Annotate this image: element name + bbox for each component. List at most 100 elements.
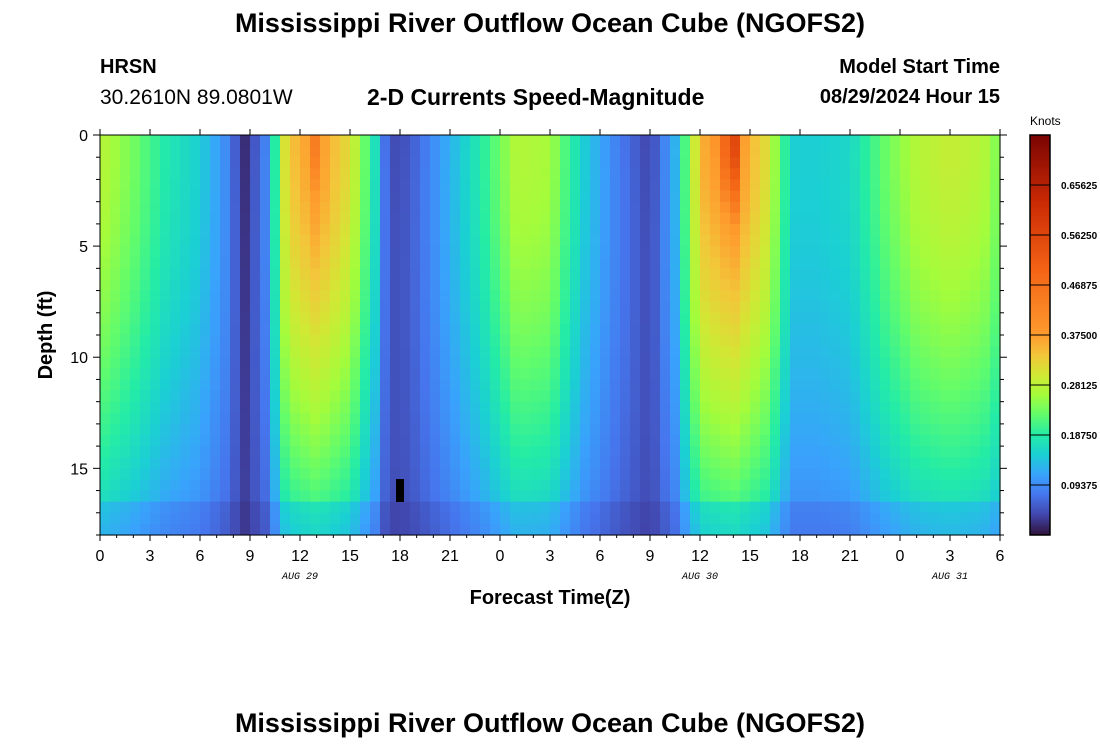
heatmap-cell — [300, 135, 311, 147]
heatmap-cell — [760, 357, 771, 369]
heatmap-cell — [950, 501, 961, 514]
heatmap-cell — [180, 157, 191, 169]
heatmap-cell — [870, 501, 881, 514]
heatmap-cell — [230, 346, 241, 358]
heatmap-cell — [530, 412, 541, 425]
heatmap-cell — [500, 223, 511, 236]
heatmap-cell — [280, 457, 291, 469]
heatmap-cell — [180, 368, 191, 381]
heatmap-cell — [670, 523, 681, 536]
heatmap-cell — [140, 468, 151, 481]
heatmap-cell — [340, 168, 351, 181]
heatmap-cell — [350, 490, 361, 503]
heatmap-cell — [170, 379, 181, 392]
heatmap-cell — [660, 223, 671, 236]
heatmap-cell — [530, 501, 541, 514]
heatmap-cell — [400, 268, 411, 281]
heatmap-cell — [940, 223, 951, 236]
heatmap-cell — [120, 346, 131, 358]
heatmap-cell — [770, 357, 781, 369]
heatmap-cell — [990, 146, 1001, 158]
heatmap-cell — [150, 490, 161, 503]
heatmap-cell — [430, 412, 441, 425]
heatmap-cell — [640, 435, 651, 447]
heatmap-cell — [170, 146, 181, 158]
heatmap-cell — [550, 257, 561, 269]
heatmap-cell — [740, 135, 751, 147]
heatmap-cell — [310, 157, 321, 169]
heatmap-cell — [200, 379, 211, 392]
heatmap-cell — [860, 523, 871, 536]
heatmap-cell — [510, 312, 521, 325]
heatmap-cell — [170, 257, 181, 269]
heatmap-cell — [300, 379, 311, 392]
heatmap-cell — [660, 412, 671, 425]
heatmap-cell — [160, 201, 171, 214]
heatmap-cell — [740, 490, 751, 503]
heatmap-cell — [760, 246, 771, 258]
heatmap-cell — [820, 246, 831, 258]
heatmap-cell — [950, 368, 961, 381]
heatmap-cell — [830, 346, 841, 358]
heatmap-cell — [780, 457, 791, 469]
heatmap-cell — [860, 212, 871, 225]
heatmap-cell — [170, 512, 181, 525]
heatmap-cell — [910, 446, 921, 458]
heatmap-cell — [730, 468, 741, 481]
heatmap-cell — [210, 323, 221, 336]
heatmap-cell — [760, 412, 771, 425]
heatmap-cell — [390, 335, 401, 347]
heatmap-cell — [430, 179, 441, 192]
heatmap-cell — [750, 346, 761, 358]
heatmap-cell — [640, 346, 651, 358]
heatmap-cell — [960, 335, 971, 347]
heatmap-cell — [270, 212, 281, 225]
heatmap-cell — [500, 401, 511, 414]
heatmap-cell — [140, 168, 151, 181]
heatmap-cell — [710, 168, 721, 181]
heatmap-cell — [110, 279, 121, 292]
heatmap-cell — [120, 423, 131, 436]
heatmap-cell — [850, 235, 861, 247]
heatmap-cell — [150, 257, 161, 269]
heatmap-cell — [110, 146, 121, 158]
heatmap-cell — [420, 212, 431, 225]
heatmap-cell — [270, 335, 281, 347]
heatmap-cell — [470, 179, 481, 192]
heatmap-cell — [240, 135, 251, 147]
heatmap-cell — [600, 268, 611, 281]
heatmap-cell — [150, 268, 161, 281]
heatmap-cell — [720, 423, 731, 436]
heatmap-cell — [380, 512, 391, 525]
heatmap-cell — [650, 279, 661, 292]
heatmap-cell — [760, 146, 771, 158]
heatmap-cell — [220, 346, 231, 358]
heatmap-cell — [260, 457, 271, 469]
heatmap-cell — [990, 312, 1001, 325]
heatmap-cell — [490, 423, 501, 436]
heatmap-cell — [560, 523, 571, 536]
heatmap-cell — [160, 435, 171, 447]
heatmap-cell — [750, 190, 761, 203]
heatmap-cell — [260, 212, 271, 225]
heatmap-cell — [980, 135, 991, 147]
heatmap-cell — [150, 323, 161, 336]
heatmap-cell — [970, 479, 981, 492]
heatmap-cell — [580, 290, 591, 303]
heatmap-cell — [430, 335, 441, 347]
heatmap-cell — [390, 446, 401, 458]
heatmap-cell — [440, 412, 451, 425]
heatmap-cell — [630, 257, 641, 269]
heatmap-cell — [960, 235, 971, 247]
heatmap-cell — [270, 401, 281, 414]
heatmap-cell — [550, 235, 561, 247]
heatmap-cell — [510, 235, 521, 247]
heatmap-cell — [310, 390, 321, 403]
heatmap-cell — [770, 157, 781, 169]
heatmap-cell — [200, 268, 211, 281]
heatmap-cell — [930, 390, 941, 403]
heatmap-cell — [340, 257, 351, 269]
heatmap-cell — [830, 368, 841, 381]
heatmap-cell — [710, 390, 721, 403]
heatmap-cell — [940, 312, 951, 325]
